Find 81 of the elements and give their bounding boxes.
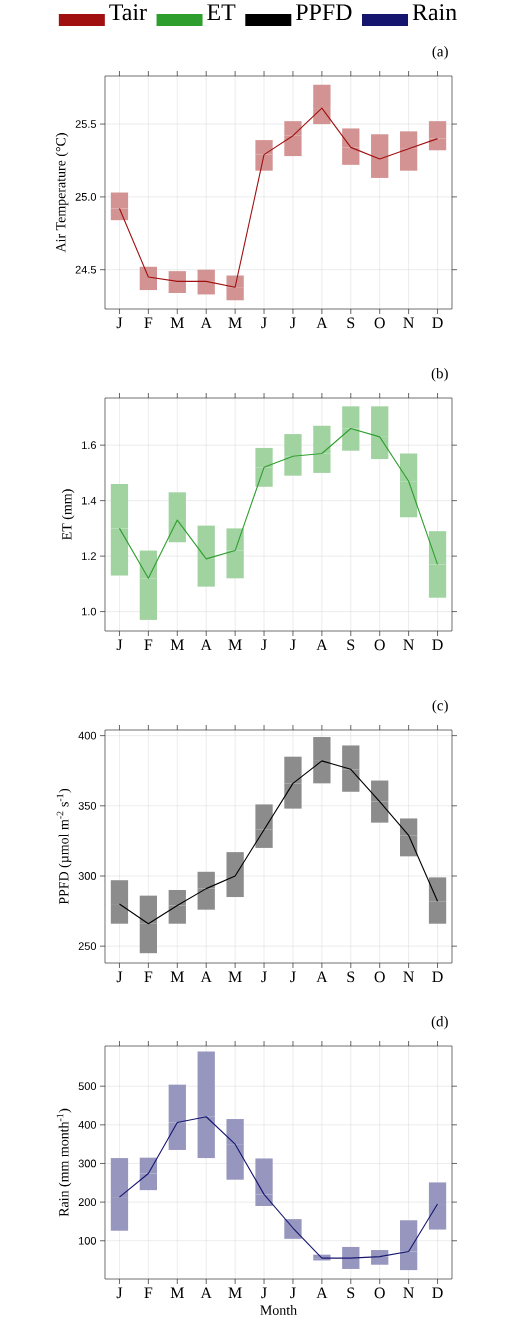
x-tick-label: A [200, 317, 212, 329]
y-tick-label: 25.5 [75, 120, 97, 128]
x-tick-label: M [228, 1287, 242, 1298]
x-tick-label: J [290, 1287, 296, 1299]
x-tick-label: F [144, 1287, 153, 1298]
legend-label: PPFD [295, 4, 352, 21]
x-tick-label: M [228, 971, 242, 982]
x-tick-label: A [200, 971, 212, 983]
x-tick-label: M [170, 971, 184, 982]
y-tick-label: 350 [78, 801, 97, 810]
x-tick-label: J [290, 317, 296, 329]
x-tick-label: S [347, 317, 355, 329]
x-tick-label: J [261, 317, 267, 329]
y-tick-label: 1.2 [82, 552, 96, 560]
y-tick-label: 1.6 [82, 441, 96, 450]
y-tick-label: 400 [78, 1120, 97, 1129]
x-tick-label: O [374, 639, 385, 651]
line-series [118, 1116, 439, 1259]
x-tick-label: J [116, 639, 123, 651]
y-tick-label: 1.4 [82, 496, 97, 505]
x-tick-label: M [228, 317, 242, 328]
chart-title: (c) [432, 699, 448, 714]
x-tick-label: N [403, 639, 415, 650]
x-axis-title: Month [260, 1305, 297, 1315]
x-tick-label: D [432, 971, 443, 982]
x-tick-label: S [347, 971, 355, 983]
x-tick-label: F [144, 317, 153, 328]
x-tick-label: J [261, 971, 267, 983]
x-tick-label: N [403, 1287, 415, 1298]
x-tick-label: N [403, 971, 415, 982]
y-tick-label: 24.5 [75, 265, 97, 274]
x-tick-label: A [316, 639, 328, 651]
y-axis-title: Rain (mm month$^{-1}$) [56, 1108, 72, 1217]
x-tick-label: J [261, 1287, 267, 1299]
y-tick-label: 100 [79, 1236, 97, 1245]
y-tick-label: 300 [78, 1159, 97, 1168]
x-tick-label: N [403, 317, 415, 328]
chart-title: (b) [431, 367, 448, 382]
x-tick-label: A [316, 317, 328, 329]
x-tick-label: D [432, 639, 443, 650]
chart-title: (d) [431, 1015, 448, 1030]
x-tick-label: A [200, 1287, 212, 1299]
line-series [118, 107, 439, 288]
x-tick-label: J [116, 971, 123, 983]
x-tick-label: O [374, 1287, 385, 1299]
x-tick-label: F [144, 639, 153, 650]
y-tick-label: 500 [78, 1082, 97, 1091]
x-tick-label: J [261, 639, 267, 651]
x-tick-label: J [290, 971, 296, 983]
y-tick-label: 400 [78, 731, 97, 740]
x-tick-label: O [374, 971, 385, 983]
legend-label: ET [207, 4, 236, 21]
line-series [118, 427, 439, 579]
x-tick-label: A [316, 1287, 328, 1299]
y-axis-title: Air Temperature (°C) [55, 133, 69, 253]
legend-label: Tair [109, 4, 147, 21]
y-tick-label: 200 [78, 1198, 97, 1206]
y-tick-label: 300 [78, 872, 97, 880]
x-tick-label: O [374, 317, 385, 329]
x-tick-label: M [170, 639, 184, 650]
y-tick-label: 250 [78, 942, 97, 951]
x-tick-label: J [116, 1287, 123, 1299]
x-tick-label: A [200, 639, 212, 651]
x-tick-label: J [116, 317, 123, 329]
x-tick-label: M [170, 317, 184, 328]
x-tick-label: F [144, 971, 153, 982]
x-tick-label: S [347, 639, 355, 651]
y-tick-label: 25.0 [75, 193, 97, 201]
legend-label: Rain [412, 4, 457, 21]
x-tick-label: M [228, 639, 242, 650]
x-tick-label: D [432, 1287, 443, 1298]
y-axis-title: PPFD (µmol m$^{-2}$ s$^{-1}$) [56, 788, 72, 905]
y-tick-label: 1.0 [82, 607, 97, 616]
x-tick-label: D [432, 317, 443, 328]
x-tick-label: A [316, 971, 328, 983]
chart-title: (a) [432, 45, 448, 60]
x-tick-label: J [290, 639, 296, 651]
x-tick-label: S [347, 1287, 355, 1299]
x-tick-label: M [170, 1287, 184, 1298]
y-axis-title: ET (mm) [61, 489, 75, 540]
line-series [118, 760, 439, 925]
